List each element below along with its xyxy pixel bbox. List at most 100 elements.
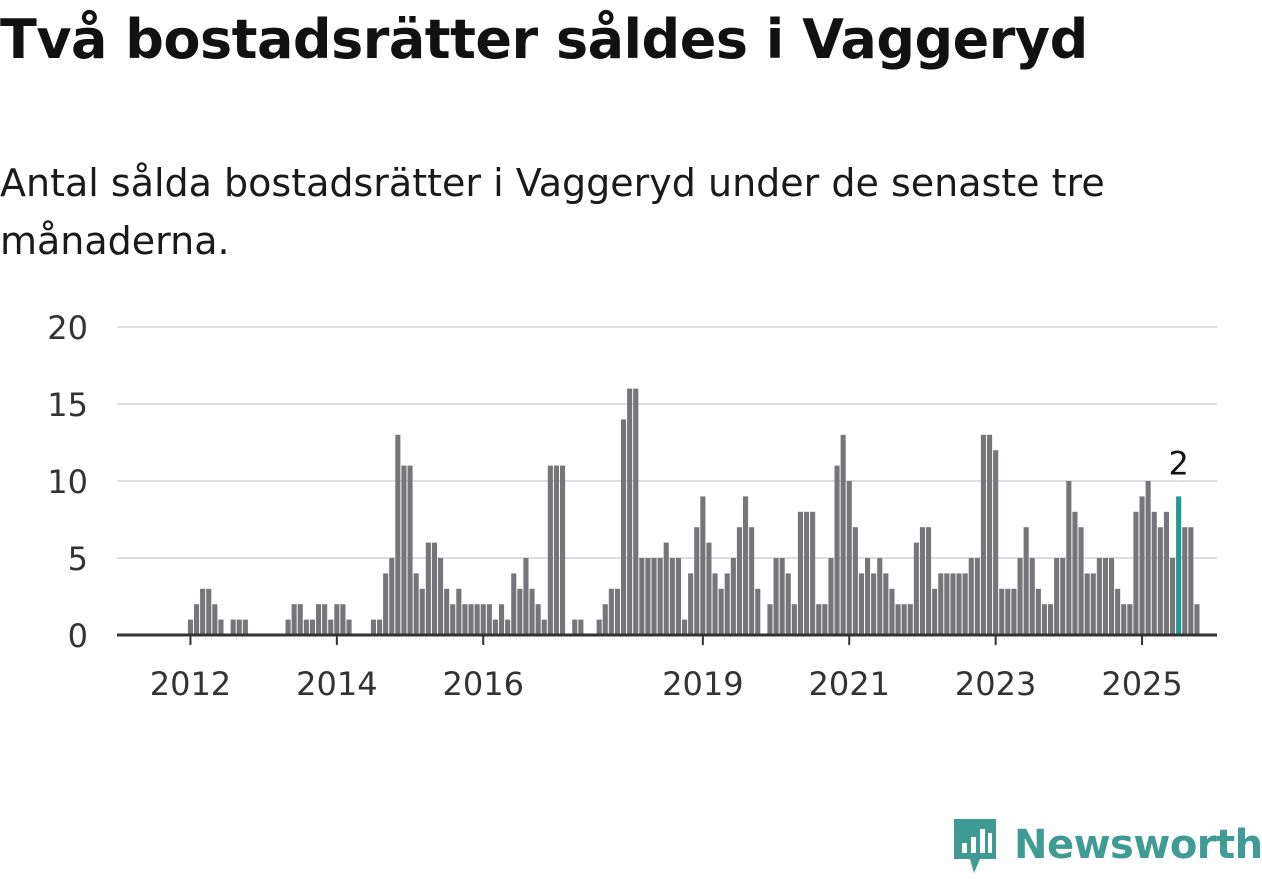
bar <box>492 619 498 635</box>
bar <box>956 573 962 635</box>
bar <box>1170 558 1176 635</box>
y-tick-label: 15 <box>47 386 88 424</box>
x-tick-label: 2025 <box>1101 665 1182 703</box>
bar <box>285 619 291 635</box>
highlight-value-label: 2 <box>1168 444 1188 482</box>
bar <box>755 588 761 635</box>
bar <box>1017 558 1023 635</box>
bar <box>1054 558 1060 635</box>
bar <box>1139 496 1145 635</box>
bar <box>389 558 395 635</box>
bar <box>1109 558 1115 635</box>
bar <box>950 573 956 635</box>
annotations: 2 <box>1161 444 1196 482</box>
bar <box>419 588 425 635</box>
bar <box>1090 573 1096 635</box>
bar <box>816 604 822 635</box>
bar <box>852 527 858 635</box>
bar <box>962 573 968 635</box>
bar <box>1078 527 1084 635</box>
bar <box>529 588 535 635</box>
bar <box>340 604 346 635</box>
bar <box>511 573 517 635</box>
bar <box>474 604 480 635</box>
highlight-label-background <box>1161 446 1196 481</box>
bar <box>1121 604 1127 635</box>
bar <box>535 604 541 635</box>
bar <box>883 573 889 635</box>
newsworthy-logo-icon <box>954 819 996 873</box>
x-tick-label: 2016 <box>443 665 524 703</box>
bar <box>194 604 200 635</box>
bar <box>1194 604 1200 635</box>
y-tick-label: 5 <box>68 540 88 578</box>
bar <box>1102 558 1108 635</box>
bar <box>895 604 901 635</box>
bar <box>413 573 419 635</box>
bar <box>639 558 645 635</box>
bar <box>889 588 895 635</box>
x-tick-label: 2012 <box>150 665 231 703</box>
bar <box>694 527 700 635</box>
bar <box>468 604 474 635</box>
bar <box>743 496 749 635</box>
y-tick-label: 0 <box>68 617 88 655</box>
bar <box>297 604 303 635</box>
bar <box>901 604 907 635</box>
bar <box>328 619 334 635</box>
bar <box>675 558 681 635</box>
chart-title: Två bostadsrätter såldes i Vaggeryd <box>0 8 1088 71</box>
bar <box>395 434 401 635</box>
bar <box>749 527 755 635</box>
bar <box>425 542 431 635</box>
bar <box>865 558 871 635</box>
bar <box>999 588 1005 635</box>
bar <box>486 604 492 635</box>
bar <box>913 542 919 635</box>
bar <box>1151 511 1157 635</box>
bar <box>919 527 925 635</box>
bar <box>242 619 248 635</box>
bar <box>450 604 456 635</box>
y-tick-label: 10 <box>47 463 88 501</box>
bar <box>1023 527 1029 635</box>
bar <box>1145 481 1151 635</box>
bar <box>858 573 864 635</box>
bar <box>1188 527 1194 635</box>
bar <box>974 558 980 635</box>
bar <box>1127 604 1133 635</box>
bar <box>505 619 511 635</box>
bar <box>553 465 559 635</box>
bar <box>614 588 620 635</box>
bar <box>706 542 712 635</box>
bar <box>773 558 779 635</box>
bar <box>828 558 834 635</box>
bar <box>987 434 993 635</box>
bar <box>1041 604 1047 635</box>
bar <box>907 604 913 635</box>
x-tick-label: 2023 <box>955 665 1036 703</box>
bar <box>1048 604 1054 635</box>
newsworthy-logo: Newsworthy <box>950 815 1262 875</box>
bar <box>700 496 706 635</box>
bar <box>682 619 688 635</box>
bar <box>383 573 389 635</box>
bar <box>877 558 883 635</box>
bar <box>1072 511 1078 635</box>
bar <box>834 465 840 635</box>
bar <box>1115 588 1121 635</box>
bar <box>797 511 803 635</box>
y-tick-label: 20 <box>47 309 88 347</box>
bar <box>627 388 633 635</box>
bar <box>218 619 224 635</box>
bar <box>633 388 639 635</box>
bar <box>785 573 791 635</box>
bar <box>804 511 810 635</box>
bar <box>438 558 444 635</box>
bar <box>334 604 340 635</box>
bar <box>236 619 242 635</box>
bar <box>871 573 877 635</box>
bar <box>712 573 718 635</box>
bar <box>993 450 999 635</box>
bar <box>462 604 468 635</box>
